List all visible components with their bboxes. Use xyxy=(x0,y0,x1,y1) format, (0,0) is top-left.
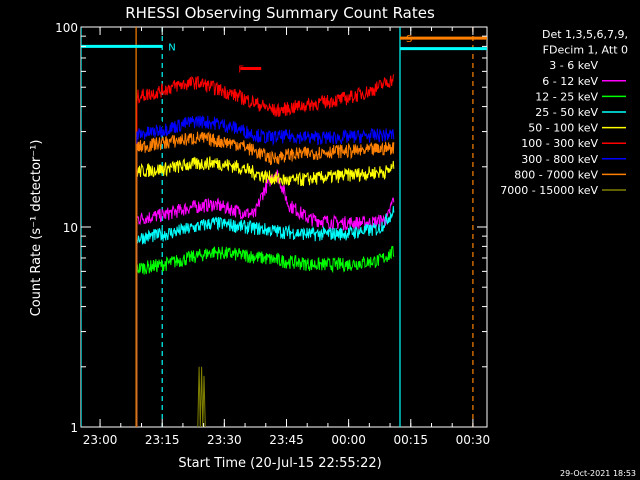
x-tick-label: 23:45 xyxy=(269,433,304,447)
plot-frame xyxy=(80,26,488,428)
legend-header: FDecim 1, Att 0 xyxy=(543,44,628,57)
series-line xyxy=(136,156,395,427)
legend-entry: 6 - 12 keV xyxy=(542,75,598,88)
legend-entry: 100 - 300 keV xyxy=(521,137,598,150)
legend-entry: 300 - 800 keV xyxy=(521,153,598,166)
legend-entry: 50 - 100 keV xyxy=(528,122,598,135)
legend-entry: 3 - 6 keV xyxy=(549,59,598,72)
legend-entry: 7000 - 15000 keV xyxy=(500,184,598,197)
x-axis-label: Start Time (20-Jul-15 22:55:22) xyxy=(178,456,381,471)
series-line xyxy=(136,245,395,427)
plot-area: N S F xyxy=(80,26,488,428)
series-line xyxy=(136,113,395,427)
legend-entry: 800 - 7000 keV xyxy=(514,168,598,181)
series-line xyxy=(136,74,395,427)
series-line xyxy=(136,205,395,427)
chart-title: RHESSI Observing Summary Count Rates xyxy=(125,4,435,22)
annotation-label: N xyxy=(168,42,175,53)
x-tick-label: 23:30 xyxy=(207,433,242,447)
series-line xyxy=(136,168,395,427)
y-tick-label: 10 xyxy=(63,221,78,235)
x-axis: 23:00 23:15 23:30 23:45 00:00 00:15 00:30 xyxy=(83,27,490,447)
legend: Det 1,3,5,6,7,9, FDecim 1, Att 0 3 - 6 keV… xyxy=(500,28,628,197)
x-tick-label: 00:30 xyxy=(456,433,491,447)
legend-entry: 25 - 50 keV xyxy=(535,106,598,119)
series-line xyxy=(136,115,395,427)
y-tick-label: 1 xyxy=(70,421,78,435)
y-tick-label: 100 xyxy=(55,21,78,35)
x-tick-label: 00:00 xyxy=(331,433,366,447)
legend-entry: 12 - 25 keV xyxy=(535,90,598,103)
data-layer: N S F xyxy=(81,27,487,427)
annotation-label: F xyxy=(238,65,244,76)
footer-timestamp: 29-Oct-2021 18:53 xyxy=(560,469,636,478)
y-axis: 1 10 100 xyxy=(55,21,487,435)
series-line xyxy=(136,130,395,427)
x-tick-label: 23:00 xyxy=(83,433,118,447)
legend-header: Det 1,3,5,6,7,9, xyxy=(542,28,628,41)
annotation-label: S xyxy=(406,34,412,45)
x-tick-label: 00:15 xyxy=(393,433,428,447)
x-tick-label: 23:15 xyxy=(145,433,180,447)
series-line xyxy=(197,366,206,427)
y-axis-label: Count Rate (s⁻¹ detector⁻¹) xyxy=(29,140,44,317)
